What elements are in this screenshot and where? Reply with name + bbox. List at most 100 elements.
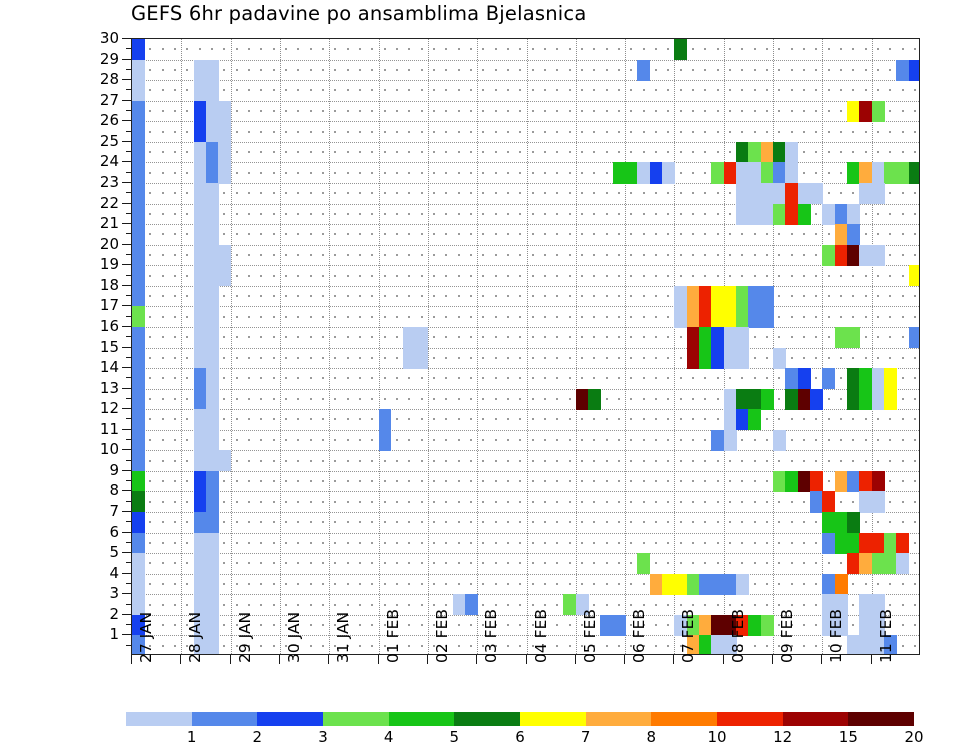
heatmap-cell	[871, 532, 885, 554]
grid-dot	[482, 480, 485, 483]
grid-dot	[691, 233, 694, 236]
grid-dot	[593, 418, 596, 421]
heatmap-cell	[723, 429, 737, 451]
grid-dot	[815, 459, 818, 462]
grid-dot	[371, 521, 374, 524]
grid-dot	[470, 315, 473, 318]
heatmap-cell	[723, 388, 737, 410]
grid-dot	[778, 336, 781, 339]
grid-dot	[593, 480, 596, 483]
colorbar-tick-label: 15	[838, 728, 858, 746]
grid-dot	[149, 212, 152, 215]
grid-dot	[691, 397, 694, 400]
grid-dot	[876, 521, 879, 524]
grid-dot	[852, 356, 855, 359]
grid-dot	[667, 253, 670, 256]
grid-dot	[691, 418, 694, 421]
grid-dot	[889, 583, 892, 586]
y-axis-minor-tick	[126, 253, 131, 255]
grid-dot	[543, 212, 546, 215]
grid-dot	[802, 356, 805, 359]
y-axis-label: 6	[109, 522, 119, 541]
x-axis-tick	[426, 655, 428, 664]
grid-dot	[654, 130, 657, 133]
grid-dot	[519, 480, 522, 483]
grid-dot	[827, 295, 830, 298]
grid-dot	[543, 521, 546, 524]
grid-dot	[679, 562, 682, 565]
grid-dot	[704, 212, 707, 215]
grid-dot	[346, 480, 349, 483]
colorbar-segment	[782, 712, 849, 726]
grid-dot	[864, 418, 867, 421]
grid-dot	[285, 356, 288, 359]
grid-dot	[285, 644, 288, 647]
grid-dot	[297, 644, 300, 647]
grid-dot	[519, 89, 522, 92]
grid-dot	[285, 253, 288, 256]
grid-dot	[285, 48, 288, 51]
grid-dot	[765, 459, 768, 462]
y-axis-label: 30	[99, 29, 119, 47]
grid-dot	[346, 500, 349, 503]
heatmap-cell	[193, 80, 207, 102]
grid-dot	[531, 151, 534, 154]
grid-dot	[186, 171, 189, 174]
grid-dot	[334, 521, 337, 524]
grid-dot	[334, 295, 337, 298]
grid-dot	[765, 336, 768, 339]
grid-dot	[198, 48, 201, 51]
grid-dot	[815, 171, 818, 174]
grid-dot	[556, 151, 559, 154]
heatmap-cell	[415, 326, 429, 349]
grid-dot	[149, 418, 152, 421]
grid-dot	[346, 274, 349, 277]
heatmap-cell	[834, 244, 848, 266]
grid-dot	[864, 439, 867, 442]
grid-dot	[593, 315, 596, 318]
grid-dot	[889, 109, 892, 112]
heatmap-cell	[859, 388, 873, 410]
y-axis-minor-tick	[126, 68, 131, 70]
grid-dot	[568, 521, 571, 524]
grid-dot	[716, 418, 719, 421]
grid-dot	[433, 315, 436, 318]
grid-dot	[543, 253, 546, 256]
heatmap-cell	[834, 614, 848, 637]
y-axis-tick	[122, 99, 131, 101]
grid-dot	[543, 439, 546, 442]
grid-dot	[778, 644, 781, 647]
heatmap-cell	[871, 182, 885, 205]
grid-dot	[630, 253, 633, 256]
grid-dot	[753, 583, 756, 586]
grid-dot	[371, 439, 374, 442]
grid-dot	[174, 624, 177, 627]
grid-dot	[827, 356, 830, 359]
y-axis-label: 14	[99, 358, 119, 377]
grid-dot	[420, 583, 423, 586]
heatmap-cell	[834, 573, 848, 595]
grid-dot	[297, 500, 300, 503]
grid-dot	[802, 562, 805, 565]
grid-dot	[556, 109, 559, 112]
grid-dot	[309, 603, 312, 606]
grid-dot	[260, 233, 263, 236]
grid-dot	[543, 644, 546, 647]
grid-dot	[470, 377, 473, 380]
grid-dot	[248, 480, 251, 483]
grid-dot	[494, 151, 497, 154]
heatmap-cell	[193, 429, 207, 451]
grid-dot	[642, 480, 645, 483]
grid-dot	[889, 315, 892, 318]
grid-dot	[519, 233, 522, 236]
x-axis-label: 09 FEB	[778, 609, 797, 663]
y-axis-label: 10	[99, 440, 119, 459]
grid-dot	[396, 274, 399, 277]
grid-dot	[322, 233, 325, 236]
grid-dot	[790, 68, 793, 71]
grid-dot	[433, 480, 436, 483]
grid-dot	[667, 418, 670, 421]
grid-dot	[531, 459, 534, 462]
heatmap-cell	[205, 347, 219, 369]
grid-dot	[186, 541, 189, 544]
